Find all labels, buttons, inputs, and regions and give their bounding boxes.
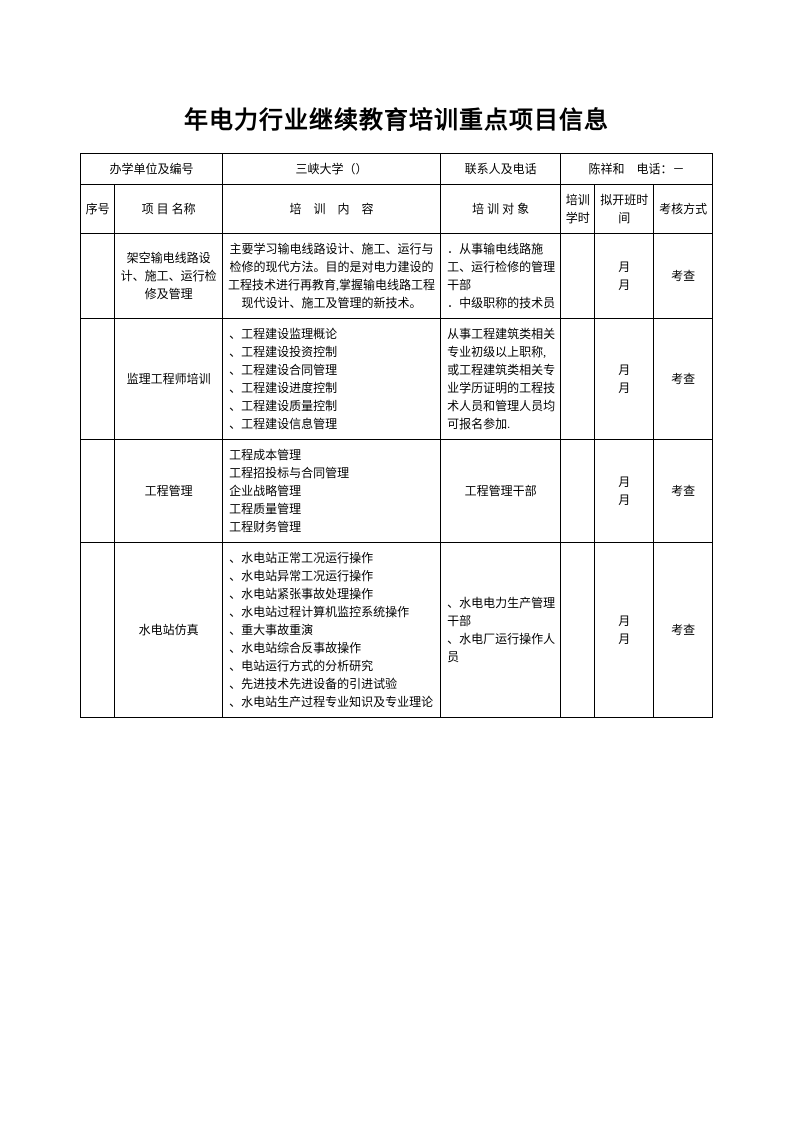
cell-content: 工程成本管理工程招投标与合同管理企业战略管理工程质量管理工程财务管理: [223, 440, 441, 543]
cell-time: 月月: [595, 440, 654, 543]
cell-assess: 考查: [654, 234, 713, 319]
contact-value: 陈祥和 电话：－: [561, 154, 713, 185]
page-title: 年电力行业继续教育培训重点项目信息: [80, 100, 713, 135]
cell-name: 监理工程师培训: [115, 319, 223, 440]
cell-target: ．从事输电线路施工、运行检修的管理干部．中级职称的技术员: [441, 234, 561, 319]
header-time: 拟开班时间: [595, 185, 654, 234]
header-target: 培 训 对 象: [441, 185, 561, 234]
cell-target: 工程管理干部: [441, 440, 561, 543]
header-hours: 培训学时: [561, 185, 595, 234]
unit-value: 三峡大学（）: [223, 154, 441, 185]
cell-seq: [81, 234, 115, 319]
header-row: 序号 项 目 名称 培 训 内 容 培 训 对 象 培训学时 拟开班时间 考核方…: [81, 185, 713, 234]
cell-seq: [81, 319, 115, 440]
unit-label: 办学单位及编号: [81, 154, 223, 185]
cell-content: 主要学习输电线路设计、施工、运行与检修的现代方法。目的是对电力建设的工程技术进行…: [223, 234, 441, 319]
table-row: 水电站仿真、水电站正常工况运行操作、水电站异常工况运行操作、水电站紧张事故处理操…: [81, 543, 713, 718]
contact-label: 联系人及电话: [441, 154, 561, 185]
cell-hours: [561, 543, 595, 718]
cell-assess: 考查: [654, 440, 713, 543]
header-seq: 序号: [81, 185, 115, 234]
header-content: 培 训 内 容: [223, 185, 441, 234]
header-name: 项 目 名称: [115, 185, 223, 234]
cell-name: 工程管理: [115, 440, 223, 543]
table-row: 工程管理工程成本管理工程招投标与合同管理企业战略管理工程质量管理工程财务管理工程…: [81, 440, 713, 543]
cell-time: 月月: [595, 234, 654, 319]
header-assess: 考核方式: [654, 185, 713, 234]
cell-time: 月月: [595, 319, 654, 440]
cell-hours: [561, 319, 595, 440]
table-row: 架空输电线路设计、施工、运行检修及管理主要学习输电线路设计、施工、运行与检修的现…: [81, 234, 713, 319]
cell-assess: 考查: [654, 319, 713, 440]
cell-content: 、工程建设监理概论、工程建设投资控制、工程建设合同管理、工程建设进度控制、工程建…: [223, 319, 441, 440]
cell-seq: [81, 543, 115, 718]
cell-time: 月月: [595, 543, 654, 718]
cell-hours: [561, 234, 595, 319]
cell-seq: [81, 440, 115, 543]
table-row: 监理工程师培训、工程建设监理概论、工程建设投资控制、工程建设合同管理、工程建设进…: [81, 319, 713, 440]
training-table: 办学单位及编号 三峡大学（） 联系人及电话 陈祥和 电话：－ 序号 项 目 名称…: [80, 153, 713, 718]
cell-assess: 考查: [654, 543, 713, 718]
cell-name: 水电站仿真: [115, 543, 223, 718]
cell-target: 、水电电力生产管理干部、水电厂运行操作人员: [441, 543, 561, 718]
cell-target: 从事工程建筑类相关专业初级以上职称,或工程建筑类相关专业学历证明的工程技术人员和…: [441, 319, 561, 440]
cell-content: 、水电站正常工况运行操作、水电站异常工况运行操作、水电站紧张事故处理操作、水电站…: [223, 543, 441, 718]
cell-hours: [561, 440, 595, 543]
cell-name: 架空输电线路设计、施工、运行检修及管理: [115, 234, 223, 319]
info-row: 办学单位及编号 三峡大学（） 联系人及电话 陈祥和 电话：－: [81, 154, 713, 185]
